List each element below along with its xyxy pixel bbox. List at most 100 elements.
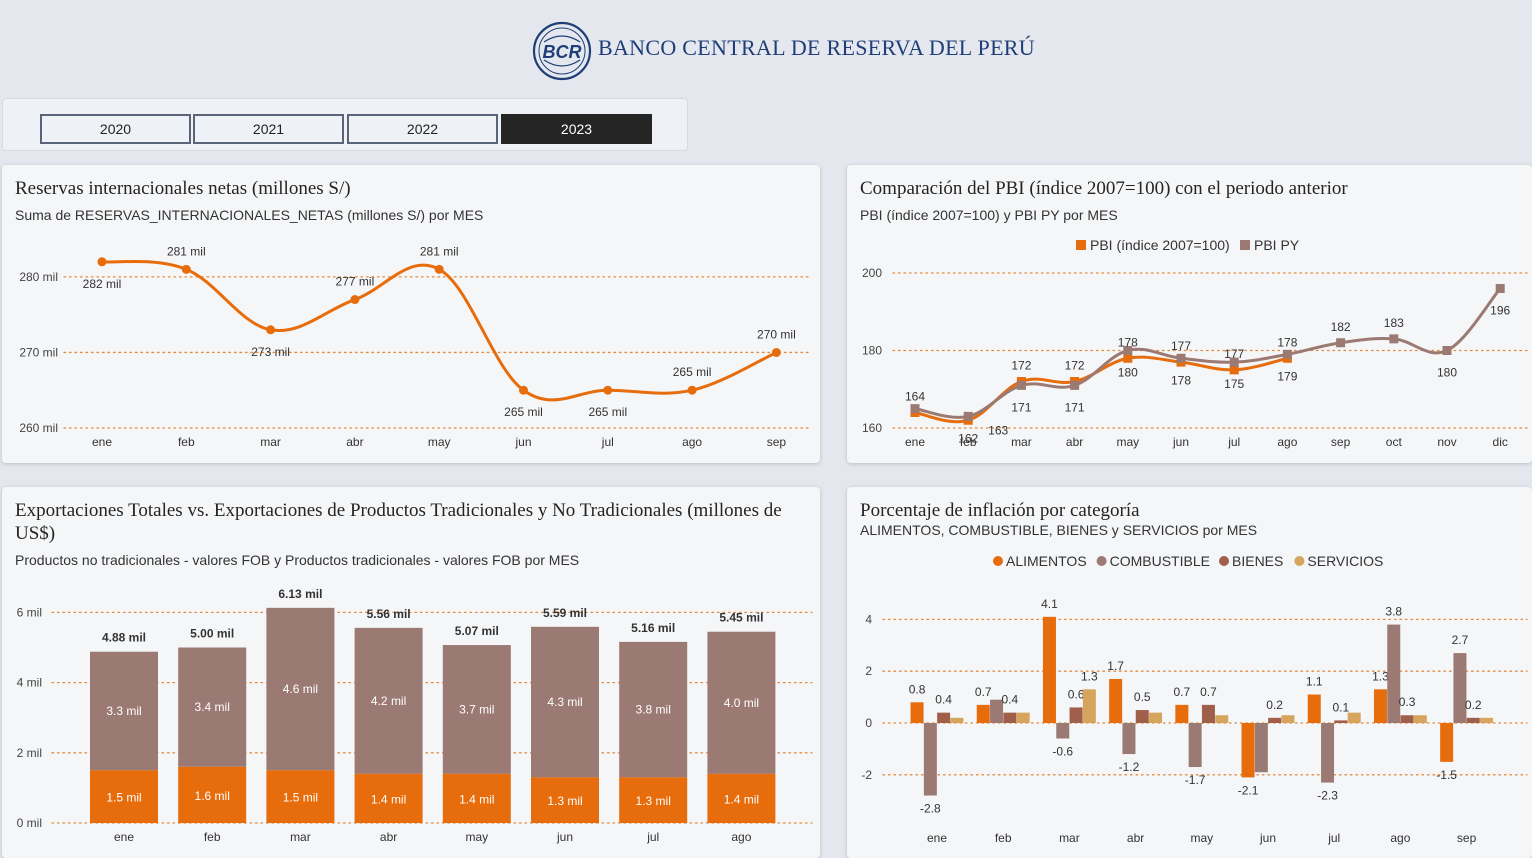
pbi-py-data-label: 179 xyxy=(1277,369,1297,383)
inflacion-bar-alimentos xyxy=(1109,678,1123,723)
legend-inflacion-label: SERVICIOS xyxy=(1307,553,1383,569)
reservas-y-tick: 270 mil xyxy=(19,345,58,359)
reservas-point xyxy=(771,347,781,357)
export-total-label: 4.88 mil xyxy=(102,631,146,645)
reservas-chart[interactable]: 260 mil 270 mil 280 mil 282 mil ene 281 mil fe… xyxy=(2,165,820,463)
inflacion-data-label: 0.2 xyxy=(1465,698,1482,712)
inflacion-bar-bienes xyxy=(1334,720,1348,723)
year-button-2022[interactable]: 2022 xyxy=(347,114,498,144)
inflacion-data-label: 1.3 xyxy=(1372,669,1389,683)
export-y-tick: 0 mil xyxy=(17,816,42,830)
export-bar-no-tradicionales xyxy=(442,773,511,823)
year-button-2020[interactable]: 2020 xyxy=(40,114,191,144)
export-no-tradicionales-label: 1.5 mil xyxy=(283,791,318,805)
legend-inflacion-label: BIENES xyxy=(1232,553,1283,569)
pbi-py-data-label: 175 xyxy=(1224,377,1244,391)
reservas-x-tick: ene xyxy=(92,435,112,449)
pbi-data-label: 178 xyxy=(1277,335,1297,349)
export-no-tradicionales-label: 1.6 mil xyxy=(195,789,230,803)
reservas-x-tick: may xyxy=(428,435,451,449)
inflacion-panel[interactable]: Porcentaje de inflación por categoría AL… xyxy=(847,487,1532,858)
reservas-point xyxy=(687,385,697,395)
pbi-x-tick: feb xyxy=(960,435,977,449)
pbi-panel[interactable]: Comparación del PBI (índice 2007=100) co… xyxy=(847,165,1532,463)
pbi-py-data-label: 182 xyxy=(1331,320,1351,334)
inflacion-data-label: 1.3 xyxy=(1081,669,1098,683)
reservas-data-label: 277 mil xyxy=(336,275,375,289)
inflacion-bar-alimentos xyxy=(1440,723,1454,762)
inflacion-x-tick: may xyxy=(1190,831,1213,845)
bcrp-logo-icon: BCR xyxy=(532,21,592,81)
reservas-panel[interactable]: Reservas internacionales netas (millones… xyxy=(2,165,820,463)
inflacion-bar-alimentos xyxy=(1042,616,1056,723)
inflacion-data-label: -1.2 xyxy=(1119,760,1140,774)
export-total-label: 6.13 mil xyxy=(278,587,322,601)
reservas-point xyxy=(181,264,191,274)
pbi-data-label: 172 xyxy=(1011,359,1031,373)
pbi-data-label: 178 xyxy=(1118,335,1138,349)
inflacion-x-tick: jul xyxy=(1327,831,1340,845)
pbi-py-data-label: 171 xyxy=(1011,400,1031,414)
year-button-2023[interactable]: 2023 xyxy=(501,114,652,144)
legend-pbi-py-label: PBI PY xyxy=(1254,237,1300,253)
reservas-y-tick: 260 mil xyxy=(19,421,58,435)
legend-inflacion-swatch xyxy=(1294,556,1305,566)
export-bar-no-tradicionales xyxy=(619,777,688,823)
year-button-2021[interactable]: 2021 xyxy=(193,114,344,144)
export-bar-tradicionales xyxy=(354,627,423,774)
pbi-x-tick: jun xyxy=(1172,435,1189,449)
inflacion-data-label: 0.4 xyxy=(935,693,952,707)
export-tradicionales-label: 3.3 mil xyxy=(106,704,141,718)
export-x-tick: jul xyxy=(646,830,659,844)
inflacion-bar-bienes xyxy=(1400,715,1414,723)
export-bar-tradicionales xyxy=(178,647,247,767)
export-bar-tradicionales xyxy=(90,651,158,771)
legend-inflacion-swatch xyxy=(1219,556,1229,566)
pbi-marker xyxy=(1229,365,1239,375)
export-no-tradicionales-label: 1.3 mil xyxy=(547,794,582,808)
inflacion-bar-alimentos xyxy=(910,702,924,723)
inflacion-bar-alimentos xyxy=(976,704,990,723)
inflacion-bar-servicios xyxy=(1480,717,1494,723)
reservas-point xyxy=(434,264,444,274)
inflacion-bar-alimentos xyxy=(1307,694,1321,723)
exportaciones-chart[interactable]: 0 mil 2 mil 4 mil 6 mil 3.3 mil 1.5 mil 4.88 m… xyxy=(2,487,820,858)
pbi-chart[interactable]: PBI (índice 2007=100) PBI PY 160 180 200 ene 1… xyxy=(847,165,1532,463)
inflacion-bar-bienes xyxy=(1135,710,1149,723)
reservas-data-label: 270 mil xyxy=(757,327,796,341)
reservas-point xyxy=(266,325,276,335)
export-y-tick: 2 mil xyxy=(17,746,42,760)
reservas-subtitle: Suma de RESERVAS_INTERNACIONALES_NETAS (… xyxy=(15,207,484,223)
pbi-py-marker xyxy=(1495,284,1505,293)
inflacion-data-label: 1.7 xyxy=(1107,659,1124,673)
bank-title: BANCO CENTRAL DE RESERVA DEL PERÚ xyxy=(598,35,1035,60)
pbi-x-tick: dic xyxy=(1493,435,1508,449)
exportaciones-panel[interactable]: Exportaciones Totales vs. Exportaciones … xyxy=(2,487,820,858)
inflacion-x-tick: ene xyxy=(927,831,947,845)
inflacion-bar-combustible xyxy=(1056,723,1070,739)
pbi-py-data-label: 180 xyxy=(1118,366,1138,380)
reservas-data-label: 281 mil xyxy=(420,244,459,258)
export-tradicionales-label: 3.4 mil xyxy=(195,700,230,714)
inflacion-x-tick: mar xyxy=(1059,831,1080,845)
inflacion-x-tick: sep xyxy=(1457,831,1477,845)
pbi-py-marker xyxy=(1070,380,1080,390)
inflacion-data-label: 0.5 xyxy=(1134,690,1151,704)
reservas-point xyxy=(519,385,528,395)
export-bar-tradicionales xyxy=(707,631,776,774)
export-tradicionales-label: 3.7 mil xyxy=(459,702,494,716)
inflacion-chart[interactable]: ALIMENTOS COMBUSTIBLE BIENES SERVICIOS -2 0 2 4… xyxy=(847,487,1532,858)
inflacion-bar-bienes xyxy=(937,712,951,723)
legend-inflacion-swatch xyxy=(993,556,1003,566)
export-y-tick: 6 mil xyxy=(17,605,42,619)
export-tradicionales-label: 3.8 mil xyxy=(636,703,671,717)
pbi-py-marker xyxy=(1016,380,1026,390)
reservas-x-tick: sep xyxy=(767,435,787,449)
export-total-label: 5.07 mil xyxy=(455,624,499,638)
inflacion-data-label: 0.1 xyxy=(1333,700,1350,714)
reservas-data-label: 282 mil xyxy=(83,277,122,291)
legend-pbi-swatch xyxy=(1076,240,1086,250)
inflacion-bar-servicios xyxy=(1149,712,1163,723)
inflacion-subtitle: ALIMENTOS, COMBUSTIBLE, BIENES y SERVICI… xyxy=(860,522,1258,538)
reservas-data-label: 265 mil xyxy=(673,365,712,379)
